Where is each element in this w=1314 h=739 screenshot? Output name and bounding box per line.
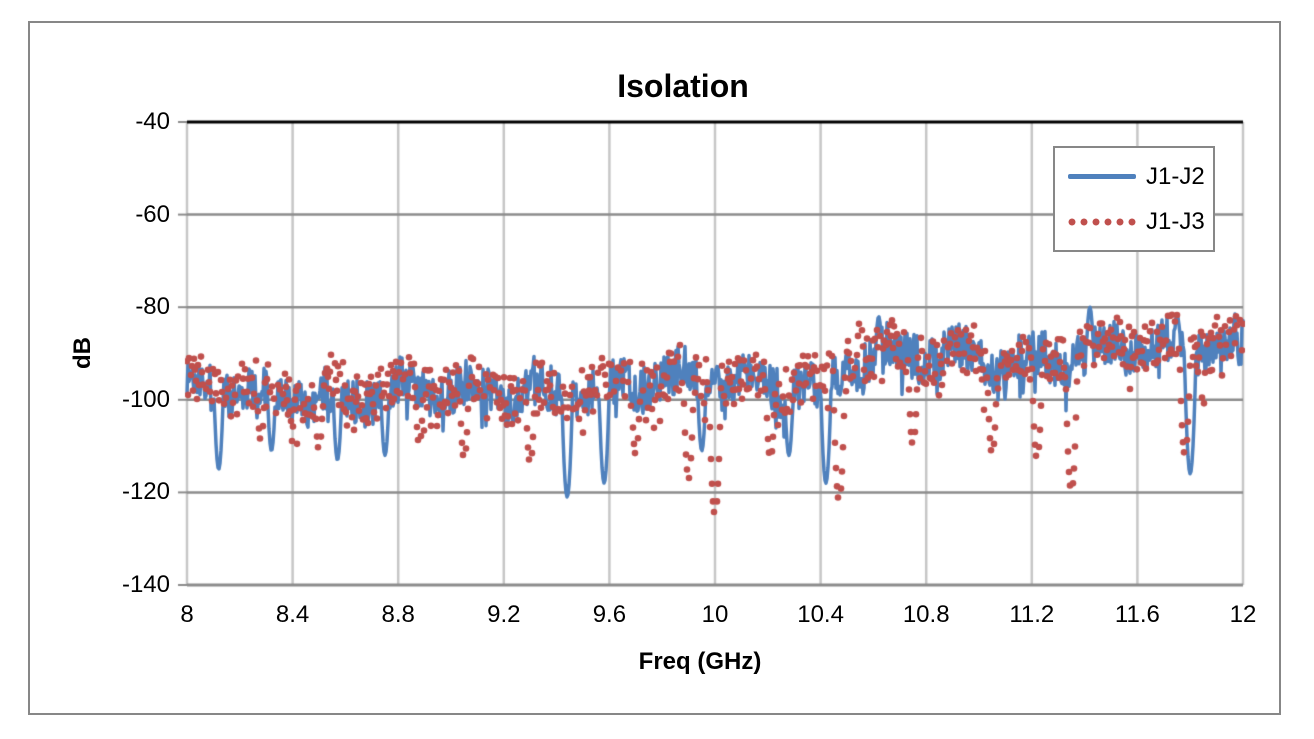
x-tick-label: 10 bbox=[701, 601, 729, 628]
x-tick-label: 9.6 bbox=[592, 601, 627, 628]
y-tick-label: -120 bbox=[121, 478, 170, 506]
legend-dots-swatch-j1-j3 bbox=[1068, 217, 1136, 226]
legend-label-j1-j2: J1-J2 bbox=[1146, 162, 1205, 190]
legend-line-swatch-j1-j2 bbox=[1068, 174, 1136, 179]
x-axis-title: Freq (GHz) bbox=[638, 648, 762, 675]
x-tick-label: 12 bbox=[1229, 601, 1257, 628]
y-tick-label: -40 bbox=[135, 108, 170, 135]
legend-entry-j1-j3: J1-J3 bbox=[1055, 208, 1213, 236]
y-axis-title: dB bbox=[69, 337, 96, 369]
x-tick-label: 8.8 bbox=[381, 601, 415, 628]
legend-label-j1-j3: J1-J3 bbox=[1146, 207, 1205, 235]
legend-entry-j1-j2: J1-J2 bbox=[1055, 163, 1213, 191]
x-tick-label: 10.4 bbox=[797, 601, 844, 628]
x-tick-label: 9.2 bbox=[487, 601, 521, 628]
chart-title: Isolation bbox=[617, 68, 749, 104]
y-tick-label: -60 bbox=[135, 200, 170, 228]
y-tick-label: -100 bbox=[121, 385, 170, 413]
x-tick-label: 8 bbox=[180, 601, 194, 628]
x-tick-label: 11.2 bbox=[1009, 601, 1055, 628]
x-tick-label: 8.4 bbox=[275, 601, 310, 628]
y-tick-label: -140 bbox=[121, 571, 170, 598]
y-tick-label: -80 bbox=[135, 293, 170, 321]
x-tick-label: 11.6 bbox=[1114, 601, 1160, 628]
x-tick-label: 10.8 bbox=[902, 601, 950, 628]
legend: J1-J2 J1-J3 bbox=[1053, 146, 1215, 252]
